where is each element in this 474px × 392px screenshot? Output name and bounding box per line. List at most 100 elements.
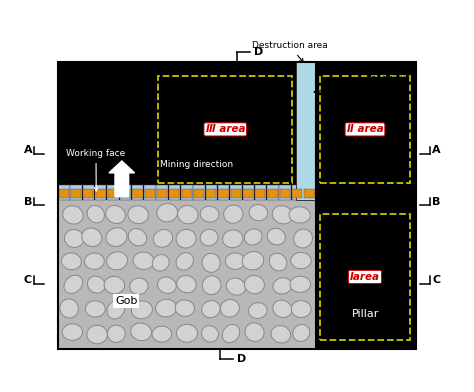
Ellipse shape — [200, 229, 218, 246]
Bar — [59, 189, 69, 198]
Ellipse shape — [87, 205, 104, 223]
Bar — [268, 189, 278, 198]
Ellipse shape — [225, 253, 245, 269]
Ellipse shape — [87, 325, 108, 344]
Text: B: B — [432, 196, 440, 207]
Text: Mining direction: Mining direction — [160, 160, 233, 169]
Text: Gob: Gob — [115, 296, 137, 306]
Ellipse shape — [106, 205, 126, 223]
Ellipse shape — [201, 326, 219, 342]
Ellipse shape — [104, 276, 125, 294]
Text: C: C — [432, 275, 440, 285]
Ellipse shape — [220, 299, 239, 317]
Ellipse shape — [107, 325, 125, 343]
Ellipse shape — [106, 228, 127, 247]
Ellipse shape — [273, 300, 292, 318]
Ellipse shape — [82, 228, 102, 247]
Text: A: A — [432, 145, 440, 155]
Bar — [243, 185, 254, 200]
Bar — [58, 62, 316, 200]
Ellipse shape — [153, 229, 173, 247]
Text: Ⅱ area: Ⅱ area — [346, 124, 383, 134]
Bar — [230, 185, 242, 200]
Ellipse shape — [64, 230, 84, 247]
Bar — [108, 189, 118, 198]
Bar — [292, 189, 302, 198]
Ellipse shape — [290, 276, 310, 292]
Ellipse shape — [176, 229, 196, 248]
Ellipse shape — [289, 207, 310, 223]
Bar — [182, 189, 192, 198]
Ellipse shape — [128, 229, 147, 246]
Ellipse shape — [61, 253, 82, 270]
Bar — [158, 76, 292, 183]
Bar — [169, 185, 180, 200]
Bar — [206, 189, 216, 198]
Bar — [255, 189, 265, 198]
Bar — [280, 189, 290, 198]
Bar — [320, 76, 410, 183]
Text: Working face: Working face — [66, 149, 126, 191]
Bar — [107, 185, 119, 200]
Ellipse shape — [267, 228, 285, 245]
Bar — [255, 185, 266, 200]
Bar — [58, 62, 416, 348]
Bar — [219, 189, 228, 198]
Ellipse shape — [222, 325, 240, 343]
Bar — [96, 189, 106, 198]
Ellipse shape — [291, 252, 311, 269]
Bar — [145, 189, 155, 198]
Bar — [156, 185, 168, 200]
Ellipse shape — [242, 252, 264, 270]
Bar — [132, 185, 143, 200]
Bar — [71, 189, 81, 198]
Ellipse shape — [131, 323, 152, 341]
Bar — [320, 214, 410, 340]
Ellipse shape — [107, 300, 125, 319]
Bar — [206, 185, 217, 200]
Text: A: A — [24, 145, 32, 155]
Bar — [292, 185, 303, 200]
Ellipse shape — [64, 275, 82, 294]
Bar — [169, 189, 180, 198]
Ellipse shape — [245, 276, 264, 294]
Ellipse shape — [152, 326, 172, 342]
Ellipse shape — [157, 277, 176, 294]
FancyArrow shape — [109, 161, 135, 197]
Ellipse shape — [226, 278, 246, 295]
Ellipse shape — [128, 206, 148, 224]
Text: B: B — [24, 196, 32, 207]
Bar — [120, 189, 130, 198]
Ellipse shape — [224, 205, 243, 223]
Ellipse shape — [201, 301, 220, 318]
Ellipse shape — [223, 230, 243, 248]
Ellipse shape — [245, 323, 264, 341]
Bar — [231, 189, 241, 198]
Bar — [157, 189, 167, 198]
Bar — [95, 185, 107, 200]
Text: C: C — [24, 275, 32, 285]
Bar — [144, 185, 155, 200]
Ellipse shape — [60, 299, 78, 318]
Bar — [193, 185, 205, 200]
Bar — [243, 189, 253, 198]
Ellipse shape — [249, 205, 268, 221]
Bar — [296, 62, 316, 200]
Ellipse shape — [129, 278, 148, 294]
Bar — [58, 200, 316, 348]
Text: Pillar: Pillar — [352, 309, 380, 319]
Ellipse shape — [291, 301, 311, 318]
Bar — [218, 185, 229, 200]
Ellipse shape — [202, 276, 221, 295]
Bar — [119, 185, 131, 200]
Ellipse shape — [178, 205, 198, 224]
Text: D: D — [237, 354, 246, 364]
Bar — [304, 189, 315, 198]
Text: Ⅰarea: Ⅰarea — [350, 272, 380, 282]
Bar — [267, 185, 279, 200]
Bar — [71, 185, 82, 200]
Ellipse shape — [202, 253, 220, 272]
Ellipse shape — [272, 206, 293, 224]
Ellipse shape — [176, 252, 193, 270]
Ellipse shape — [107, 252, 128, 270]
